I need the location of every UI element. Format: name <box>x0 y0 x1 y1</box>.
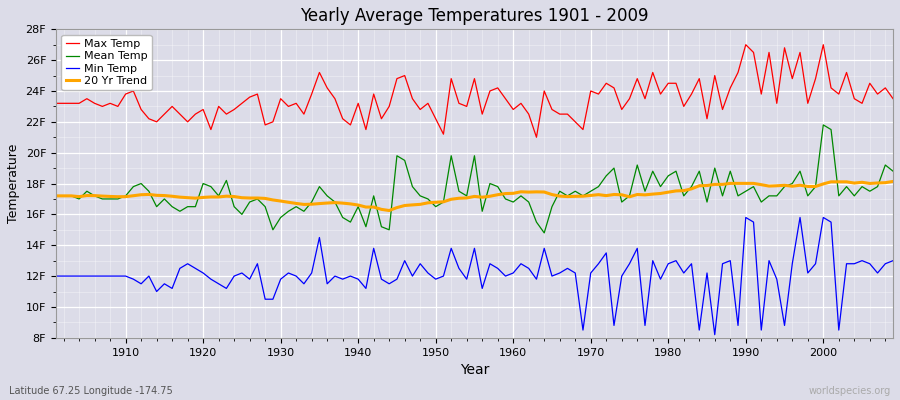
20 Yr Trend <box>50 194 61 198</box>
Legend: Max Temp, Mean Temp, Min Temp, 20 Yr Trend: Max Temp, Mean Temp, Min Temp, 20 Yr Tre… <box>61 35 152 90</box>
20 Yr Trend <box>887 179 898 184</box>
Mean Temp <box>500 196 511 201</box>
Mean Temp <box>608 166 619 170</box>
Min Temp <box>741 215 751 220</box>
Min Temp <box>112 274 123 278</box>
Max Temp <box>608 86 619 90</box>
Max Temp <box>508 107 518 112</box>
Max Temp <box>329 96 340 101</box>
Max Temp <box>50 101 61 106</box>
Line: 20 Yr Trend: 20 Yr Trend <box>56 182 893 210</box>
Line: Max Temp: Max Temp <box>56 45 893 137</box>
20 Yr Trend <box>516 189 526 194</box>
Min Temp <box>508 270 518 275</box>
Max Temp <box>887 96 898 101</box>
Max Temp <box>531 135 542 140</box>
Mean Temp <box>508 200 518 204</box>
Max Temp <box>500 96 511 101</box>
20 Yr Trend <box>508 191 518 196</box>
Mean Temp <box>539 230 550 235</box>
Min Temp <box>887 258 898 263</box>
20 Yr Trend <box>329 200 340 205</box>
Min Temp <box>329 274 340 278</box>
20 Yr Trend <box>283 200 293 205</box>
Line: Min Temp: Min Temp <box>56 218 893 335</box>
20 Yr Trend <box>608 192 619 197</box>
Y-axis label: Temperature: Temperature <box>7 144 20 223</box>
Title: Yearly Average Temperatures 1901 - 2009: Yearly Average Temperatures 1901 - 2009 <box>301 7 649 25</box>
Max Temp <box>741 42 751 47</box>
X-axis label: Year: Year <box>460 363 489 377</box>
Max Temp <box>283 104 293 109</box>
Max Temp <box>112 104 123 109</box>
20 Yr Trend <box>383 208 394 213</box>
Mean Temp <box>818 122 829 127</box>
20 Yr Trend <box>112 194 123 199</box>
Text: worldspecies.org: worldspecies.org <box>809 386 891 396</box>
Text: Latitude 67.25 Longitude -174.75: Latitude 67.25 Longitude -174.75 <box>9 386 173 396</box>
Mean Temp <box>283 209 293 214</box>
Min Temp <box>500 274 511 278</box>
Mean Temp <box>112 196 123 201</box>
Min Temp <box>709 332 720 337</box>
Mean Temp <box>887 169 898 174</box>
Min Temp <box>283 270 293 275</box>
Mean Temp <box>329 200 340 204</box>
Min Temp <box>601 250 612 255</box>
Line: Mean Temp: Mean Temp <box>56 125 893 233</box>
Min Temp <box>50 274 61 278</box>
Mean Temp <box>50 194 61 198</box>
